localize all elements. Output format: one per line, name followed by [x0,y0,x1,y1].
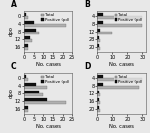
Legend: Total, Positive (pd): Total, Positive (pd) [114,13,144,23]
Text: C: C [11,62,16,71]
Bar [97,75,103,78]
Text: B: B [84,0,90,9]
Bar [24,21,34,24]
Bar [24,47,28,50]
X-axis label: No. cases: No. cases [109,62,134,67]
Bar [97,106,99,109]
Bar [97,21,103,24]
Bar [97,29,100,32]
Bar [97,39,100,42]
Bar [97,36,99,39]
Bar [97,16,142,19]
X-axis label: No. cases: No. cases [36,124,61,129]
Bar [97,109,100,112]
Legend: Total, Positive (pd): Total, Positive (pd) [40,74,70,85]
Bar [24,78,28,81]
Bar [97,93,100,96]
Bar [97,91,99,93]
Bar [97,32,112,34]
Bar [24,29,36,32]
Bar [24,24,66,27]
Bar [24,101,66,104]
Bar [24,44,28,47]
Text: A: A [11,0,16,9]
Bar [97,101,100,104]
Bar [97,24,142,27]
Legend: Total, Positive (pd): Total, Positive (pd) [114,74,144,85]
Legend: Total, Positive (pd): Total, Positive (pd) [40,13,70,23]
Bar [97,13,103,16]
Bar [24,16,28,19]
Bar [97,83,103,86]
Bar [24,86,47,89]
Bar [24,36,30,39]
Bar [24,109,28,112]
Bar [24,83,36,86]
Bar [97,78,142,81]
Bar [24,75,26,78]
Bar [24,13,26,16]
Y-axis label: dpo: dpo [9,89,14,98]
Text: D: D [84,62,90,71]
X-axis label: No. cases: No. cases [109,124,134,129]
Bar [24,93,43,96]
Bar [24,32,39,34]
Bar [97,47,100,50]
Bar [24,39,32,42]
Bar [97,44,99,47]
Bar [97,86,140,89]
Y-axis label: dpo: dpo [9,27,14,36]
Bar [24,91,39,93]
Bar [97,98,99,101]
X-axis label: No. cases: No. cases [36,62,61,67]
Bar [24,98,47,101]
Bar [24,106,28,109]
